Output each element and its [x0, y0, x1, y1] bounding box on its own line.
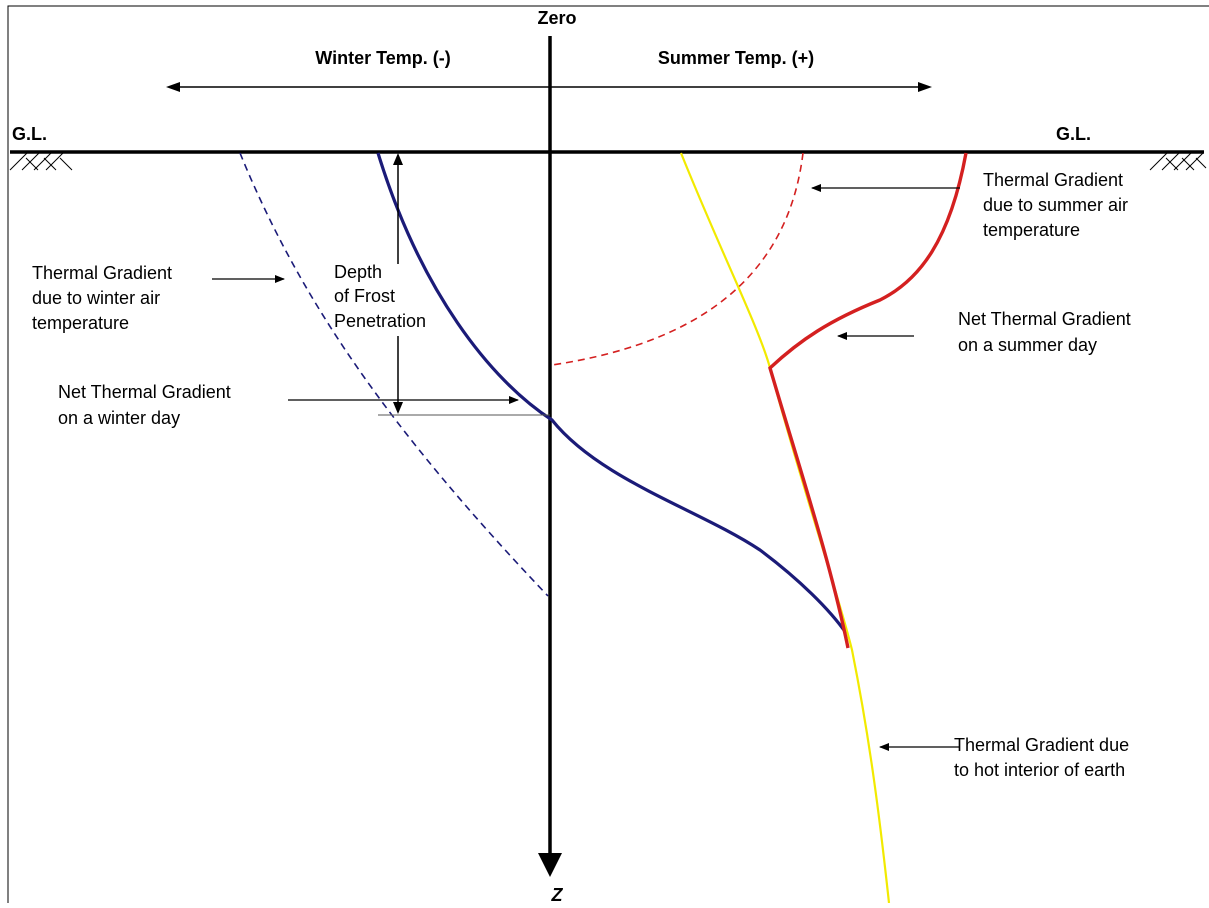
depth-z-label: Z: [551, 885, 564, 903]
ground-level-right-label: G.L.: [1056, 124, 1091, 144]
winter-air-label-line2: due to winter air: [32, 288, 160, 308]
ground-hatch-left: [9, 152, 73, 171]
net-summer-gradient-curve: [768, 152, 968, 649]
summer-air-label-line3: temperature: [983, 220, 1080, 240]
frost-arrow-up-head: [393, 153, 403, 165]
net-winter-gradient-curve: [376, 152, 848, 634]
net-winter-label-line1: Net Thermal Gradient: [58, 382, 231, 402]
summer-temp-header: Summer Temp. (+): [658, 48, 814, 68]
depth-frost-label-line1: Depth: [334, 262, 382, 282]
earth-interior-gradient-curve: [679, 152, 891, 904]
summer-air-label-line1: Thermal Gradient: [983, 170, 1123, 190]
winter-air-label-line3: temperature: [32, 313, 129, 333]
winter-temp-header: Winter Temp. (-): [315, 48, 451, 68]
depth-frost-label-line2: of Frost: [334, 286, 395, 306]
depth-axis-arrowhead: [538, 853, 562, 877]
net-winter-label-line2: on a winter day: [58, 408, 180, 428]
earth-interior-label-line1: Thermal Gradient due: [954, 735, 1129, 755]
winter-direction-arrowhead: [166, 82, 180, 92]
summer-direction-arrowhead: [918, 82, 932, 92]
summer-air-label-line2: due to summer air: [983, 195, 1128, 215]
summer-air-gradient-curve: [551, 152, 804, 366]
ground-level-left-label: G.L.: [12, 124, 47, 144]
ground-hatch-right: [1149, 152, 1207, 171]
net-summer-label-line1: Net Thermal Gradient: [958, 309, 1131, 329]
depth-frost-label-line3: Penetration: [334, 311, 426, 331]
frost-arrow-down-head: [393, 402, 403, 414]
winter-air-label-line1: Thermal Gradient: [32, 263, 172, 283]
net-summer-label-line2: on a summer day: [958, 335, 1097, 355]
earth-interior-label-line2: to hot interior of earth: [954, 760, 1125, 780]
winter-air-gradient-curve: [239, 152, 549, 597]
zero-label: Zero: [537, 8, 576, 28]
